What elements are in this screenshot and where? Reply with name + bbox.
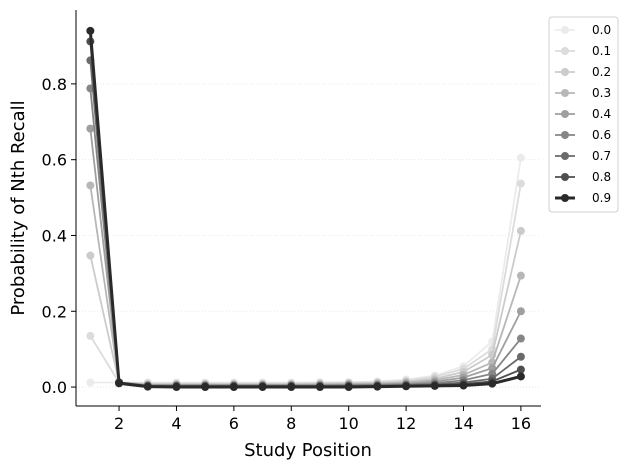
legend-item: 0.0 <box>555 23 611 37</box>
data-point <box>516 365 525 374</box>
y-axis-label: Probability of Nth Recall <box>8 100 29 315</box>
series-line <box>89 88 522 387</box>
y-tick-label: 0.2 <box>42 302 67 321</box>
legend-item: 0.9 <box>555 191 611 205</box>
legend-marker <box>561 152 569 160</box>
data-point <box>229 383 238 392</box>
data-point <box>516 226 525 235</box>
data-point <box>86 331 95 340</box>
data-point <box>86 378 95 387</box>
legend-marker <box>561 110 569 118</box>
axes <box>75 10 541 407</box>
legend-marker <box>561 26 569 34</box>
legend-label: 0.8 <box>592 170 611 184</box>
data-point <box>516 307 525 316</box>
legend-label: 0.2 <box>592 65 611 79</box>
legend-item: 0.7 <box>555 149 611 163</box>
data-point <box>172 383 181 392</box>
data-point <box>430 381 439 390</box>
legend-label: 0.6 <box>592 128 611 142</box>
x-tick-label: 10 <box>339 414 359 433</box>
data-point <box>488 379 497 388</box>
data-point <box>143 382 152 391</box>
data-point <box>287 383 296 392</box>
legend-label: 0.0 <box>592 23 611 37</box>
series-0.8 <box>86 37 525 391</box>
data-point <box>344 383 353 392</box>
legend-item: 0.3 <box>555 86 611 100</box>
series-0.6 <box>86 84 525 390</box>
legend-label: 0.1 <box>592 44 611 58</box>
legend-item: 0.2 <box>555 65 611 79</box>
x-axis-label: Study Position <box>244 440 372 461</box>
data-point <box>86 181 95 190</box>
series-0.9 <box>86 26 525 392</box>
y-tick-label: 0.4 <box>42 226 67 245</box>
grid-lines <box>76 83 541 388</box>
data-point <box>516 352 525 361</box>
series-0.4 <box>86 124 525 390</box>
x-tick-label: 8 <box>286 414 296 433</box>
series-0.1 <box>86 179 525 388</box>
data-point <box>258 383 267 392</box>
y-tick-label: 0.6 <box>42 151 67 170</box>
legend-label: 0.4 <box>592 107 611 121</box>
data-point <box>201 383 210 392</box>
y-tick-label: 0.8 <box>42 75 67 94</box>
legend-marker <box>561 173 569 181</box>
legend-item: 0.6 <box>555 128 611 142</box>
legend-marker <box>561 68 569 76</box>
series-line <box>89 60 522 387</box>
axis-ticks: 0.0 0.2 0.4 0.6 0.8 2 4 6 8 10 12 14 16 <box>42 75 532 433</box>
legend-label: 0.7 <box>592 149 611 163</box>
x-tick-label: 4 <box>171 414 181 433</box>
series-lines <box>86 26 525 392</box>
data-point <box>516 372 525 381</box>
data-point <box>516 179 525 188</box>
legend-item: 0.8 <box>555 170 611 184</box>
series-line <box>89 230 522 385</box>
data-point <box>402 382 411 391</box>
legend-marker <box>561 47 569 55</box>
y-tick-label: 0.0 <box>42 378 67 397</box>
series-0.7 <box>86 56 525 390</box>
data-point <box>373 382 382 391</box>
series-line <box>89 183 522 385</box>
x-tick-label: 16 <box>511 414 531 433</box>
data-point <box>315 383 324 392</box>
series-line <box>88 30 522 389</box>
legend-label: 0.9 <box>592 191 611 205</box>
data-point <box>516 153 525 162</box>
data-point <box>516 271 525 280</box>
series-0.0 <box>86 153 525 387</box>
legend-item: 0.4 <box>555 107 611 121</box>
legend-label: 0.3 <box>592 86 611 100</box>
series-line <box>89 185 522 386</box>
legend-marker <box>561 194 569 202</box>
data-point <box>86 251 95 260</box>
x-tick-label: 14 <box>453 414 473 433</box>
data-point <box>86 26 95 35</box>
series-line <box>90 157 522 384</box>
x-tick-label: 12 <box>396 414 416 433</box>
legend-marker <box>561 131 569 139</box>
legend-box <box>548 16 619 213</box>
legend-marker <box>561 89 569 97</box>
x-tick-label: 2 <box>114 414 124 433</box>
legend-item: 0.1 <box>555 44 611 58</box>
data-point <box>459 381 468 390</box>
series-line <box>89 128 522 387</box>
x-tick-label: 6 <box>229 414 239 433</box>
legend: 0.0 0.1 0.2 0.3 0.4 0.6 0.7 0.8 0.9 <box>548 16 619 213</box>
data-point <box>516 334 525 343</box>
series-0.3 <box>86 181 525 389</box>
data-point <box>115 379 124 388</box>
series-line <box>89 41 522 388</box>
series-0.2 <box>86 226 525 389</box>
data-point <box>86 124 95 133</box>
